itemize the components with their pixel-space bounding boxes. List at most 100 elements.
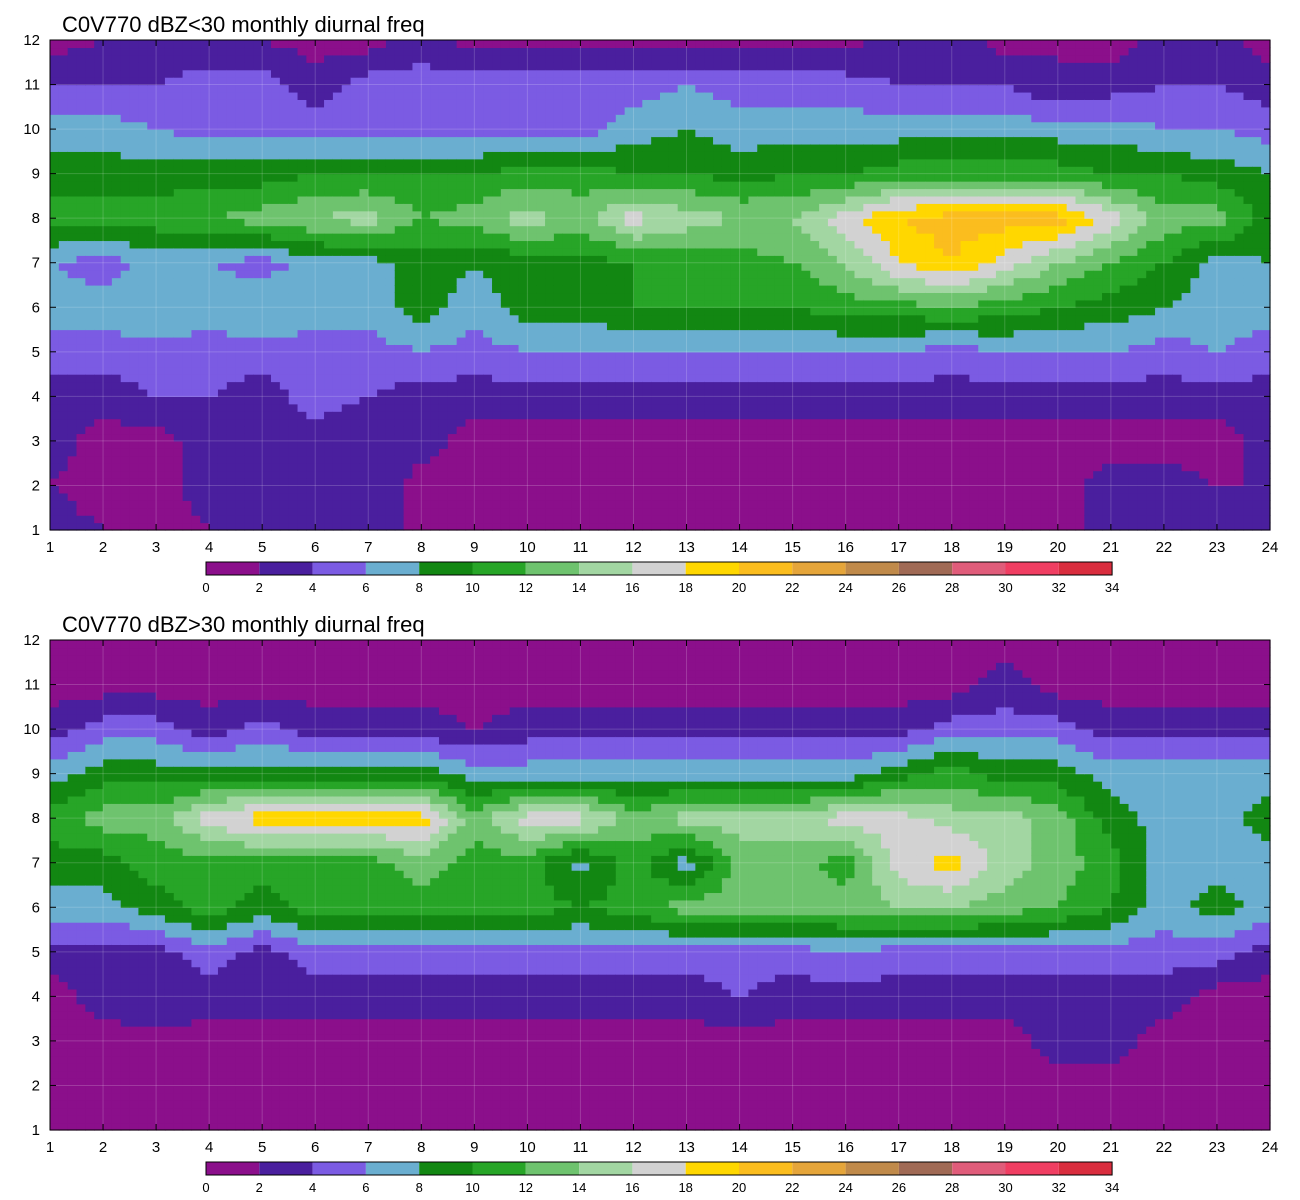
heatmap-cell xyxy=(456,344,467,353)
heatmap-cell xyxy=(942,500,953,509)
heatmap-cell xyxy=(156,515,166,524)
heatmap-cell xyxy=(492,351,502,360)
heatmap-cell xyxy=(730,374,741,383)
heatmap-cell xyxy=(589,351,599,360)
heatmap-cell xyxy=(633,292,643,301)
heatmap-cell xyxy=(173,515,184,524)
heatmap-cell xyxy=(173,285,184,294)
heatmap-cell xyxy=(447,322,458,331)
heatmap-cell xyxy=(1225,448,1236,457)
heatmap-cell xyxy=(571,522,582,531)
heatmap-cell xyxy=(1084,463,1094,472)
heatmap-cell xyxy=(509,359,520,368)
heatmap-cell xyxy=(606,366,617,375)
heatmap-cell xyxy=(721,344,732,353)
heatmap-cell xyxy=(465,403,475,412)
heatmap-cell xyxy=(810,470,820,479)
heatmap-cell xyxy=(934,485,944,494)
heatmap-cell xyxy=(191,478,201,487)
heatmap-cell xyxy=(1208,307,1218,316)
heatmap-cell xyxy=(350,522,361,531)
heatmap-cell xyxy=(412,285,422,294)
heatmap-cell xyxy=(147,463,157,472)
heatmap-cell xyxy=(642,277,652,286)
heatmap-cell xyxy=(942,448,953,457)
heatmap-cell xyxy=(836,515,847,524)
heatmap-cell xyxy=(306,307,316,316)
heatmap-cell xyxy=(253,515,263,524)
heatmap-cell xyxy=(642,366,652,375)
heatmap-cell xyxy=(916,388,926,397)
heatmap-cell xyxy=(447,418,458,427)
heatmap-cell xyxy=(244,270,254,279)
heatmap-cell xyxy=(783,500,794,509)
heatmap-cell xyxy=(138,270,148,279)
heatmap-cell xyxy=(527,515,537,524)
heatmap-cell xyxy=(209,440,219,449)
heatmap-cell xyxy=(615,418,626,427)
heatmap-cell xyxy=(1048,440,1059,449)
heatmap-cell xyxy=(394,478,405,487)
heatmap-cell xyxy=(1013,277,1024,286)
heatmap-cell xyxy=(217,292,228,301)
heatmap-cell xyxy=(271,344,281,353)
heatmap-cell xyxy=(315,336,325,345)
heatmap-cell xyxy=(492,262,502,271)
heatmap-cell xyxy=(421,470,431,479)
heatmap-cell xyxy=(704,507,714,516)
heatmap-cell xyxy=(421,270,431,279)
heatmap-cell xyxy=(271,351,281,360)
heatmap-cell xyxy=(412,433,422,442)
heatmap-cell xyxy=(863,500,873,509)
heatmap-cell xyxy=(324,426,334,435)
heatmap-cell xyxy=(1004,426,1015,435)
heatmap-cell xyxy=(836,448,847,457)
heatmap-cell xyxy=(633,515,643,524)
heatmap-cell xyxy=(686,359,696,368)
heatmap-cell xyxy=(492,492,502,501)
heatmap-cell xyxy=(721,478,732,487)
heatmap-cell xyxy=(350,478,361,487)
heatmap-cell xyxy=(85,374,95,383)
heatmap-cell xyxy=(1128,351,1138,360)
heatmap-cell xyxy=(279,292,290,301)
heatmap-cell xyxy=(889,262,900,271)
heatmap-cell xyxy=(1243,351,1253,360)
heatmap-cell xyxy=(94,336,104,345)
heatmap-cell xyxy=(713,500,723,509)
heatmap-cell xyxy=(836,440,847,449)
heatmap-cell xyxy=(686,478,696,487)
heatmap-cell xyxy=(686,366,696,375)
heatmap-cell xyxy=(430,374,440,383)
heatmap-cell xyxy=(1181,448,1192,457)
heatmap-cell xyxy=(951,396,962,405)
heatmap-cell xyxy=(1004,307,1015,316)
heatmap-cell xyxy=(1093,403,1103,412)
heatmap-cell xyxy=(589,403,599,412)
heatmap-cell xyxy=(164,329,175,338)
heatmap-cell xyxy=(120,418,131,427)
heatmap-cell xyxy=(1163,381,1174,390)
heatmap-cell xyxy=(987,307,997,316)
heatmap-cell xyxy=(483,307,493,316)
heatmap-cell xyxy=(951,314,962,323)
heatmap-cell xyxy=(889,277,900,286)
heatmap-cell xyxy=(235,507,246,516)
heatmap-cell xyxy=(244,478,254,487)
heatmap-cell xyxy=(1057,262,1068,271)
heatmap-cell xyxy=(881,396,891,405)
heatmap-cell xyxy=(217,411,228,420)
heatmap-cell xyxy=(253,478,263,487)
heatmap-cell xyxy=(810,374,820,383)
heatmap-cell xyxy=(925,440,935,449)
heatmap-cell xyxy=(156,403,166,412)
heatmap-cell xyxy=(85,366,95,375)
heatmap-cell xyxy=(1172,322,1183,331)
heatmap-cell xyxy=(1031,307,1041,316)
heatmap-cell xyxy=(845,351,856,360)
heatmap-cell xyxy=(1128,396,1138,405)
heatmap-cell xyxy=(1040,329,1050,338)
heatmap-cell xyxy=(651,418,661,427)
heatmap-cell xyxy=(1031,500,1041,509)
heatmap-cell xyxy=(1110,492,1121,501)
